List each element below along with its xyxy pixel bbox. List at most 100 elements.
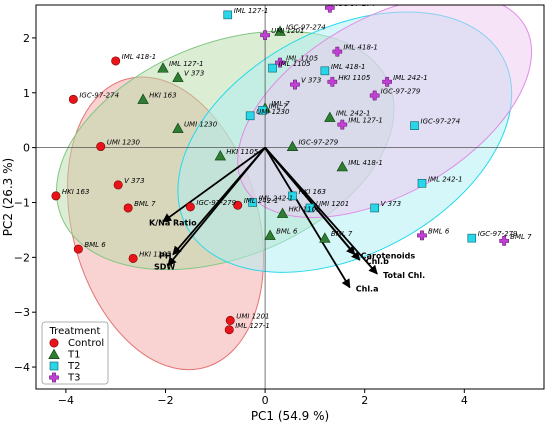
- legend-entry: T2: [67, 361, 80, 372]
- loading-label: SDW: [154, 263, 175, 272]
- point-label: V 373: [381, 200, 401, 208]
- x-tick-label: 0: [262, 394, 269, 407]
- loading-label: Carotenoids: [361, 252, 416, 261]
- data-point-t1: [336, 161, 349, 172]
- loading-arrow: [264, 147, 351, 289]
- point-label: BML 6: [276, 227, 298, 235]
- point-label: HKI 1105: [139, 250, 172, 258]
- x-tick-label: −4: [58, 394, 74, 407]
- point-label: HKI 163: [62, 188, 90, 196]
- data-point-control: [224, 325, 234, 335]
- data-point-t1: [276, 207, 289, 218]
- loading-label: Chl.a: [356, 285, 379, 294]
- point-label: UMI 1230: [184, 120, 218, 128]
- data-point-t2: [288, 191, 297, 201]
- plot-frame: [35, 4, 545, 390]
- point-label: IGC-97-274: [421, 118, 461, 126]
- data-point-t2: [223, 10, 233, 20]
- point-label: BML 6: [84, 241, 106, 249]
- point-label: IML 7: [271, 100, 290, 108]
- legend-entry: T1: [67, 350, 80, 361]
- point-label: IML 127-1: [348, 117, 383, 125]
- point-label: BML 6: [428, 227, 450, 235]
- y-tick-label: 0: [23, 142, 30, 155]
- point-label: IGC-97-279: [381, 88, 421, 96]
- point-label: IML 418-1: [343, 44, 378, 52]
- data-point-t3: [332, 46, 343, 57]
- x-tick-label: 4: [461, 394, 468, 407]
- point-label: IML 1105: [286, 55, 319, 63]
- y-tick-label: −4: [14, 361, 30, 374]
- legend-title: Treatment: [49, 326, 101, 337]
- data-point-t1: [286, 140, 299, 151]
- point-label: IGC-97-274: [336, 0, 376, 8]
- point-label: IML 1105: [279, 60, 312, 68]
- data-point-t3: [417, 230, 427, 241]
- point-label: IML 242-1: [259, 194, 294, 202]
- point-label: HKI 163: [149, 91, 177, 99]
- data-point-control: [123, 203, 133, 213]
- data-point-t1: [319, 232, 331, 243]
- data-point-control: [51, 191, 61, 201]
- data-point-t1: [274, 25, 286, 36]
- loading-label: K/Na Ratio: [149, 219, 197, 228]
- point-label: BML 7: [134, 200, 156, 208]
- legend-marker-t1: [48, 348, 60, 359]
- y-tick-label: 2: [23, 32, 30, 45]
- point-label: IML 242-1: [428, 175, 463, 183]
- legend-box: [41, 321, 109, 385]
- loading-arrow: [264, 147, 378, 275]
- data-point-control: [233, 200, 243, 210]
- point-label: IML 7: [269, 102, 288, 110]
- data-point-t3: [337, 119, 348, 130]
- point-label: IGC-97-279: [478, 230, 518, 238]
- legend-marker-control: [49, 338, 59, 348]
- loading-label: Total Chl.: [383, 271, 425, 280]
- legend-marker-t2: [49, 361, 59, 371]
- data-point-t1: [137, 93, 149, 104]
- data-point-control: [113, 180, 123, 190]
- point-label: IGC-97-274: [286, 23, 326, 31]
- data-point-t3: [382, 76, 392, 87]
- data-point-t2: [417, 178, 427, 188]
- point-label: IML 242-1: [393, 74, 428, 82]
- data-point-t2: [467, 233, 477, 243]
- loading-label: Chl.b: [366, 257, 389, 266]
- data-point-t3: [290, 79, 300, 90]
- point-label: IML 242-1: [244, 197, 279, 205]
- y-tick-label: −3: [14, 306, 30, 319]
- legend-entry: T3: [67, 373, 80, 384]
- point-label: BML 7: [510, 233, 532, 241]
- point-label: UMI 1230: [256, 108, 290, 116]
- data-point-control: [111, 56, 121, 66]
- point-label: HKI 1105: [338, 74, 371, 82]
- data-point-control: [185, 202, 195, 212]
- point-label: IML 127-1: [169, 60, 204, 68]
- data-point-control: [68, 94, 78, 104]
- legend-entry: Control: [68, 338, 104, 349]
- data-point-t3: [275, 57, 285, 68]
- point-label: V 373: [124, 177, 144, 185]
- point-label: HKI 1105: [226, 148, 259, 156]
- data-point-t2: [268, 63, 277, 73]
- point-label: V 373: [184, 69, 204, 77]
- x-tick-label: 2: [361, 394, 368, 407]
- data-point-t2: [248, 198, 257, 207]
- point-label: IGC-97-279: [196, 199, 236, 207]
- data-point-t2: [245, 111, 255, 121]
- data-point-t1: [214, 150, 226, 161]
- data-point-t1: [157, 62, 169, 73]
- point-label: BML 7: [331, 230, 353, 238]
- y-axis-title: PC2 (26.3 %): [1, 158, 15, 236]
- data-point-t3: [324, 5, 335, 13]
- data-point-t2: [258, 106, 267, 115]
- loading-arrow: [162, 146, 266, 223]
- data-point-t2: [370, 203, 379, 213]
- y-tick-label: −2: [14, 251, 30, 264]
- ellipse-t3: [237, 5, 533, 219]
- point-label: HKI 163: [298, 188, 326, 196]
- point-label: IML 418-1: [331, 63, 366, 71]
- data-point-control: [73, 244, 83, 254]
